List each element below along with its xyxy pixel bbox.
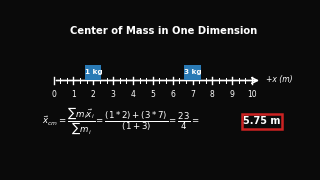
Text: 1 kg: 1 kg (84, 69, 102, 75)
Text: 5: 5 (150, 89, 155, 98)
Text: 9: 9 (230, 89, 235, 98)
Text: 2: 2 (91, 89, 96, 98)
Text: 4: 4 (131, 89, 135, 98)
Text: 3: 3 (111, 89, 116, 98)
Text: +x (m): +x (m) (266, 75, 292, 84)
Text: 7: 7 (190, 89, 195, 98)
FancyBboxPatch shape (184, 65, 201, 80)
Text: 10: 10 (247, 89, 257, 98)
Text: 5.75 m: 5.75 m (243, 116, 281, 126)
Text: 8: 8 (210, 89, 215, 98)
Text: 3 kg: 3 kg (184, 69, 201, 75)
Text: 6: 6 (170, 89, 175, 98)
Text: Center of Mass in One Dimension: Center of Mass in One Dimension (70, 26, 258, 36)
Text: $\vec{x}_{cm} = \dfrac{\sum m_i\vec{x}_i}{\sum m_i}= \dfrac{(1*2)+(3*7)}{(1+3)}=: $\vec{x}_{cm} = \dfrac{\sum m_i\vec{x}_i… (43, 106, 200, 137)
FancyBboxPatch shape (242, 114, 283, 129)
FancyBboxPatch shape (85, 65, 101, 80)
Text: 0: 0 (51, 89, 56, 98)
Text: 1: 1 (71, 89, 76, 98)
